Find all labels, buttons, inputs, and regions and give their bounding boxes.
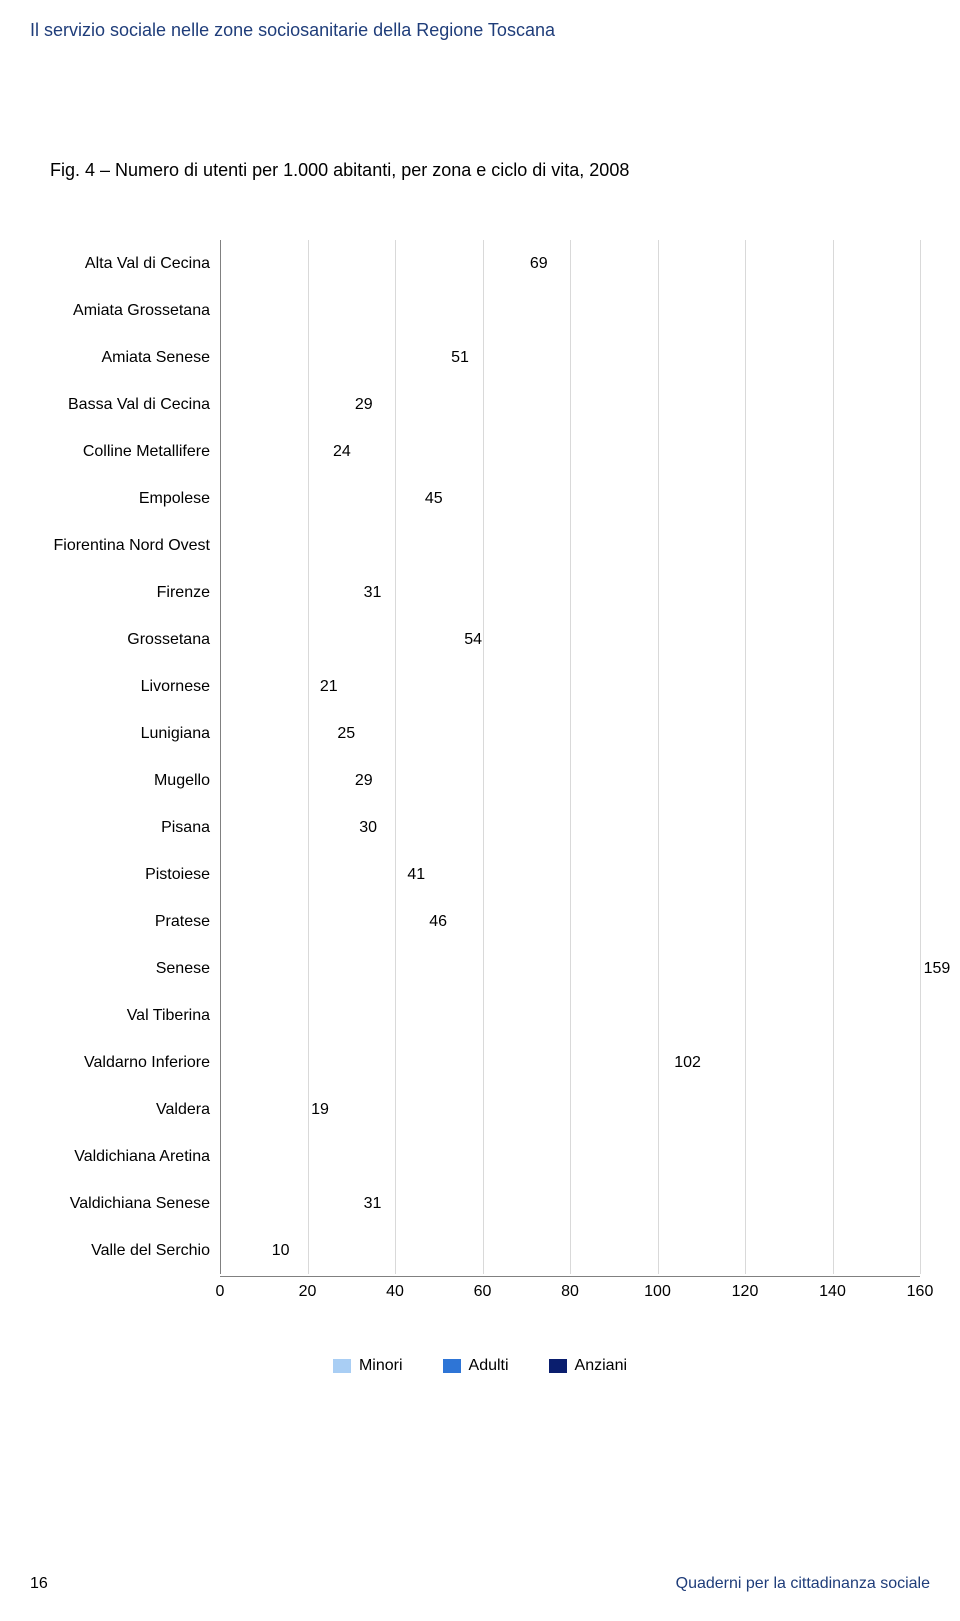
chart-row-label: Mugello <box>40 757 220 804</box>
x-tick: 120 <box>732 1283 759 1301</box>
footer-series-title: Quaderni per la cittadinanza sociale <box>676 1575 930 1593</box>
chart-row-label: Bassa Val di Cecina <box>40 381 220 428</box>
legend-swatch-minori <box>333 1359 351 1373</box>
chart-row-label: Valdichiana Aretina <box>40 1133 220 1180</box>
chart-x-axis: 020406080100120140160 <box>220 1276 920 1307</box>
chart-row-label: Fiorentina Nord Ovest <box>40 522 220 569</box>
page: Il servizio sociale nelle zone sociosani… <box>0 0 960 1621</box>
bar-total-label: 25 <box>337 725 355 743</box>
bar-total-label: 29 <box>355 396 373 414</box>
chart-row: 31 <box>220 569 920 616</box>
chart-container: Alta Val di CecinaAmiata GrossetanaAmiat… <box>40 240 920 1375</box>
chart-row-label: Pistoiese <box>40 851 220 898</box>
chart-row: 46 <box>220 898 920 945</box>
x-tick: 100 <box>644 1283 671 1301</box>
chart-row <box>220 287 920 334</box>
chart-row: 69 <box>220 240 920 287</box>
chart-row <box>220 522 920 569</box>
chart-row-label: Valle del Serchio <box>40 1227 220 1274</box>
bar-total-label: 159 <box>924 960 951 978</box>
bar-total-label: 31 <box>364 1195 382 1213</box>
x-tick: 80 <box>561 1283 579 1301</box>
bar-total-label: 54 <box>464 631 482 649</box>
x-tick: 160 <box>907 1283 934 1301</box>
chart-row-label: Amiata Senese <box>40 334 220 381</box>
chart-row-label: Livornese <box>40 663 220 710</box>
chart-row-label: Valdichiana Senese <box>40 1180 220 1227</box>
chart-row: 19 <box>220 1086 920 1133</box>
legend-label-adulti: Adulti <box>469 1357 509 1375</box>
chart-row-label: Pisana <box>40 804 220 851</box>
chart-row-label: Valdarno Inferiore <box>40 1039 220 1086</box>
chart-row-label: Empolese <box>40 475 220 522</box>
bar-total-label: 51 <box>451 349 469 367</box>
x-tick: 20 <box>299 1283 317 1301</box>
chart-plot-area: 69512924453154212529304146159102193110 0… <box>220 240 920 1307</box>
chart: Alta Val di CecinaAmiata GrossetanaAmiat… <box>40 240 920 1307</box>
chart-row-label: Val Tiberina <box>40 992 220 1039</box>
bar-total-label: 19 <box>311 1101 329 1119</box>
chart-row-label: Valdera <box>40 1086 220 1133</box>
chart-row: 51 <box>220 334 920 381</box>
chart-row <box>220 1133 920 1180</box>
chart-row: 41 <box>220 851 920 898</box>
bar-total-label: 46 <box>429 913 447 931</box>
chart-row: 29 <box>220 757 920 804</box>
legend-label-minori: Minori <box>359 1357 403 1375</box>
chart-row <box>220 992 920 1039</box>
chart-row-label: Firenze <box>40 569 220 616</box>
bar-total-label: 10 <box>272 1242 290 1260</box>
chart-row: 31 <box>220 1180 920 1227</box>
chart-legend: Minori Adulti Anziani <box>40 1357 920 1375</box>
chart-row-label: Pratese <box>40 898 220 945</box>
chart-row: 159 <box>220 945 920 992</box>
chart-row: 10 <box>220 1227 920 1274</box>
x-tick: 0 <box>216 1283 225 1301</box>
chart-bars: 69 51 29 24 45 31 54 21 25 29 30 41 46 159 102 19 31 10 <box>220 240 920 1274</box>
bar-total-label: 24 <box>333 443 351 461</box>
chart-row: 102 <box>220 1039 920 1086</box>
bar-total-label: 102 <box>674 1054 701 1072</box>
bar-total-label: 45 <box>425 490 443 508</box>
bar-total-label: 30 <box>359 819 377 837</box>
x-tick: 60 <box>474 1283 492 1301</box>
chart-row-label: Senese <box>40 945 220 992</box>
bar-total-label: 29 <box>355 772 373 790</box>
legend-item-minori: Minori <box>333 1357 403 1375</box>
bar-total-label: 41 <box>407 866 425 884</box>
legend-item-adulti: Adulti <box>443 1357 509 1375</box>
bar-total-label: 21 <box>320 678 338 696</box>
chart-row-label: Lunigiana <box>40 710 220 757</box>
chart-row: 45 <box>220 475 920 522</box>
gridline <box>920 240 921 1274</box>
legend-swatch-anziani <box>549 1359 567 1373</box>
page-header: Il servizio sociale nelle zone sociosani… <box>30 20 555 41</box>
page-number: 16 <box>30 1575 48 1593</box>
chart-row: 30 <box>220 804 920 851</box>
chart-y-labels: Alta Val di CecinaAmiata GrossetanaAmiat… <box>40 240 220 1307</box>
chart-row: 21 <box>220 663 920 710</box>
chart-row-label: Amiata Grossetana <box>40 287 220 334</box>
legend-item-anziani: Anziani <box>549 1357 627 1375</box>
x-tick: 40 <box>386 1283 404 1301</box>
chart-row: 25 <box>220 710 920 757</box>
bar-total-label: 69 <box>530 255 548 273</box>
chart-row: 24 <box>220 428 920 475</box>
chart-row-label: Colline Metallifere <box>40 428 220 475</box>
chart-row: 29 <box>220 381 920 428</box>
bar-total-label: 31 <box>364 584 382 602</box>
legend-label-anziani: Anziani <box>575 1357 627 1375</box>
chart-row-label: Grossetana <box>40 616 220 663</box>
legend-swatch-adulti <box>443 1359 461 1373</box>
figure-caption: Fig. 4 – Numero di utenti per 1.000 abit… <box>50 160 629 181</box>
chart-row: 54 <box>220 616 920 663</box>
chart-row-label: Alta Val di Cecina <box>40 240 220 287</box>
x-tick: 140 <box>819 1283 846 1301</box>
